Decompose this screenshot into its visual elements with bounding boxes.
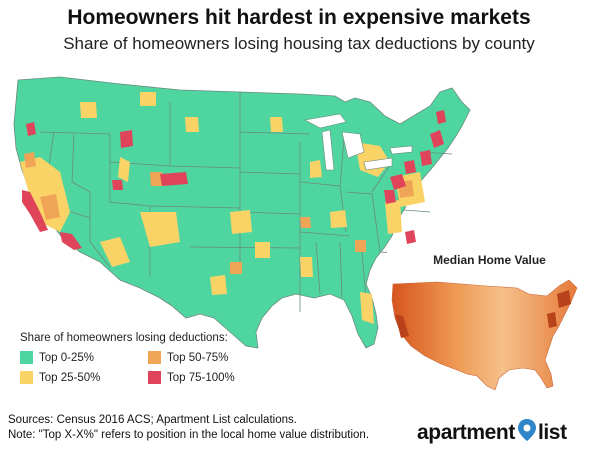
great-lakes (304, 113, 413, 171)
legend-label: Top 25-50% (39, 371, 101, 384)
legend-label: Top 75-100% (167, 371, 235, 384)
legend-swatch (20, 371, 33, 384)
legend-item-top-25-50: Top 25-50% (20, 371, 148, 384)
legend-title: Share of homeowners losing deductions: (20, 332, 228, 344)
legend-item-top-75-100: Top 75-100% (148, 371, 288, 384)
apartment-list-logo: apartment list (417, 418, 567, 448)
legend-swatch (148, 351, 161, 364)
us-map-svg (13, 76, 471, 349)
inset-us-shape (391, 279, 578, 391)
inset-title: Median Home Value (433, 253, 546, 267)
methodology-note: Note: "Top X-X%" refers to position in t… (8, 429, 370, 441)
legend-item-top-0-25: Top 0-25% (20, 351, 148, 364)
top-75-100-counties (22, 110, 446, 250)
legend-swatch (148, 371, 161, 384)
inset-high-value-areas (395, 290, 571, 338)
map-pin-icon (517, 418, 537, 448)
chart-title: Homeowners hit hardest in expensive mark… (67, 6, 531, 29)
top-50-75-counties (24, 152, 414, 274)
footer-notes: Sources: Census 2016 ACS; Apartment List… (8, 413, 369, 443)
median-home-value-inset: Median Home Value (387, 244, 592, 407)
legend-swatch (20, 351, 33, 364)
logo-text-list: list (537, 421, 567, 444)
sources-note: Sources: Census 2016 ACS; Apartment List… (8, 414, 297, 426)
logo-text-apartment: apartment (417, 421, 515, 444)
legend-item-top-50-75: Top 50-75% (148, 351, 288, 364)
chart-subtitle: Share of homeowners losing housing tax d… (63, 34, 535, 53)
legend-label: Top 0-25% (39, 351, 94, 364)
map-legend: Share of homeowners losing deductions: T… (20, 332, 288, 384)
legend-label: Top 50-75% (167, 351, 229, 364)
inset-map-svg (391, 279, 578, 391)
us-county-map (0, 62, 598, 412)
top-25-50-counties (20, 92, 425, 324)
